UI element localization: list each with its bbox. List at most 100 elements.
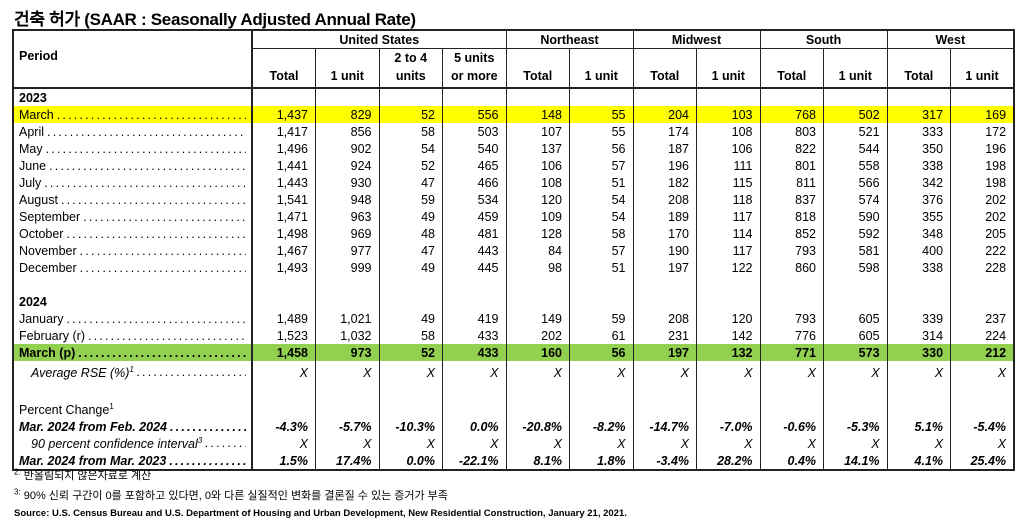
period-cell: September (13, 208, 253, 225)
period-cell (13, 384, 253, 401)
table-row (13, 276, 1015, 293)
footnote-ref: 1 (109, 401, 114, 411)
value-cell: 350 (886, 140, 951, 157)
table-row: 2023 (13, 88, 1015, 106)
value-cell: 534 (442, 191, 507, 208)
value-cell (251, 384, 316, 401)
period-label-text: Average RSE (%) (31, 366, 130, 381)
value-cell: 231 (632, 327, 697, 344)
value-cell: 49 (378, 259, 443, 276)
value-cell: 333 (886, 123, 951, 140)
value-cell: 573 (823, 344, 888, 361)
table-row: October 1,4989694848112858170114852592348… (13, 225, 1015, 242)
group-header-south: South (759, 30, 888, 49)
value-cell (251, 401, 316, 418)
dot-leader (166, 454, 246, 468)
value-cell: 930 (315, 174, 379, 191)
value-cell: 172 (950, 123, 1015, 140)
dot-leader (134, 365, 246, 380)
value-cell: 1,458 (251, 344, 316, 361)
group-header-midwest: Midwest (632, 30, 761, 49)
period-label: July (19, 176, 41, 190)
value-cell: 811 (759, 174, 824, 191)
period-label-text: March (p) (19, 345, 76, 360)
value-cell: 544 (823, 140, 888, 157)
value-cell: 17.4% (315, 452, 379, 470)
value-cell: 198 (950, 174, 1015, 191)
value-cell: 137 (505, 140, 570, 157)
value-cell: 445 (442, 259, 507, 276)
value-cell: 108 (696, 123, 761, 140)
value-cell: 142 (696, 327, 761, 344)
period-label-text: 2024 (19, 294, 47, 309)
value-cell: 52 (378, 106, 443, 123)
value-cell: 51 (569, 174, 634, 191)
value-cell: -7.0% (696, 418, 761, 435)
value-cell: 999 (315, 259, 379, 276)
table-row: August 1,54194859534120542081188375743762… (13, 191, 1015, 208)
value-cell: X (569, 361, 634, 384)
value-cell: 106 (696, 140, 761, 157)
value-cell: 208 (632, 310, 697, 327)
value-cell: X (569, 435, 634, 452)
table-row: February (r) 1,5231,032584332026123114277… (13, 327, 1015, 344)
value-cell: 1,032 (315, 327, 379, 344)
value-cell (950, 401, 1015, 418)
period-label-text: Mar. 2024 from Mar. 2023 (19, 453, 167, 468)
table-row: September 1,47196349459109541891178185903… (13, 208, 1015, 225)
table-row: January 1,4891,02149419149592081207936053… (13, 310, 1015, 327)
value-cell: X (823, 361, 888, 384)
value-cell (505, 384, 570, 401)
period-label-text: January (19, 311, 64, 326)
value-cell: 202 (950, 208, 1015, 225)
footnote-mark: 2: (14, 467, 21, 477)
value-cell: -5.3% (823, 418, 888, 435)
period-label-text: Mar. 2024 from Feb. 2024 (19, 419, 167, 434)
footnote-3: 3: 90% 신뢰 구간이 0를 포함하고 있다면, 0와 다른 실질적인 변화… (14, 487, 448, 503)
value-cell: 338 (886, 157, 951, 174)
value-cell: 829 (315, 106, 379, 123)
value-cell (696, 401, 761, 418)
value-cell: 117 (696, 208, 761, 225)
value-cell: 169 (950, 106, 1015, 123)
value-cell: 1,471 (251, 208, 316, 225)
footnote-2: 2: 반올림되지 않은자료로 계산 (14, 467, 151, 483)
value-cell: 801 (759, 157, 824, 174)
value-cell: 540 (442, 140, 507, 157)
value-cell (442, 276, 507, 293)
footnote-text: 반올림되지 않은자료로 계산 (20, 470, 152, 482)
column-header: 2 to 4 units (378, 48, 443, 89)
value-cell: 860 (759, 259, 824, 276)
period-label-text: April (19, 124, 45, 139)
page-title: 건축 허가 (SAAR : Seasonally Adjusted Annual… (14, 10, 416, 29)
column-header: 1 unit (315, 48, 379, 89)
column-header: 1 unit (569, 48, 634, 89)
value-cell: 149 (505, 310, 570, 327)
value-cell: 54 (569, 208, 634, 225)
column-header: 1 unit (950, 48, 1015, 89)
value-cell: X (442, 435, 507, 452)
period-label: Mar. 2024 from Mar. 2023 (19, 454, 166, 468)
value-cell: 818 (759, 208, 824, 225)
value-cell (696, 276, 761, 293)
value-cell (632, 293, 697, 310)
table-row: Mar. 2024 from Feb. 2024 -4.3%-5.7%-10.3%… (13, 418, 1015, 435)
value-cell: 856 (315, 123, 379, 140)
value-cell (442, 401, 507, 418)
column-header: 5 units or more (442, 48, 507, 89)
value-cell (823, 276, 888, 293)
value-cell: -22.1% (442, 452, 507, 470)
value-cell: X (696, 361, 761, 384)
dot-leader (41, 176, 246, 190)
period-cell: January (13, 310, 253, 327)
value-cell: 54 (569, 191, 634, 208)
value-cell (505, 88, 570, 106)
period-label: September (19, 210, 80, 224)
value-cell: 776 (759, 327, 824, 344)
period-header: Period (13, 30, 253, 89)
value-cell: 103 (696, 106, 761, 123)
value-cell: 0.0% (378, 452, 443, 470)
value-cell: X (315, 361, 379, 384)
value-cell: 61 (569, 327, 634, 344)
